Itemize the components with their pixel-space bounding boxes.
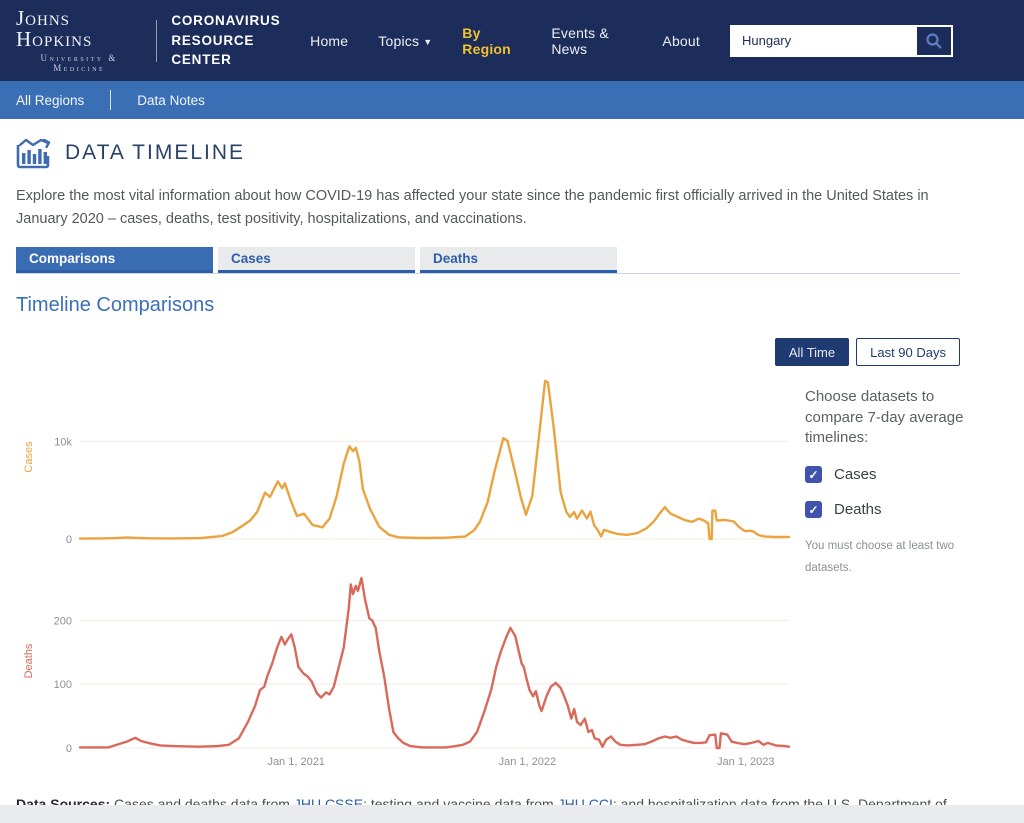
last-90-days-button[interactable]: Last 90 Days xyxy=(856,338,960,367)
nav-topics[interactable]: Topics ▼ xyxy=(378,32,433,49)
nav-home[interactable]: Home xyxy=(310,32,349,49)
search-box xyxy=(730,24,953,57)
page-title: DATA TIMELINE xyxy=(65,141,246,164)
search-icon xyxy=(926,32,942,49)
jhu-logo: Johns Hopkins University & Medicine xyxy=(16,6,142,74)
svg-text:0: 0 xyxy=(66,534,72,543)
deaths-checkbox-row[interactable]: ✓ Deaths xyxy=(805,501,975,519)
deaths-checkbox[interactable]: ✓ xyxy=(805,501,822,519)
cases-checkbox-row[interactable]: ✓ Cases xyxy=(805,466,975,484)
svg-text:100: 100 xyxy=(54,679,72,691)
charts-column: 0 10k Cases 0 100 200 Jan 1, 2021 Jan 1, 2022 J… xyxy=(16,335,805,769)
cases-checkbox[interactable]: ✓ xyxy=(805,466,822,484)
all-time-button[interactable]: All Time xyxy=(774,338,850,367)
search-button[interactable] xyxy=(917,26,951,55)
page-bottom-strip xyxy=(0,805,1024,823)
site-logo[interactable]: Johns Hopkins University & Medicine Coro… xyxy=(16,6,310,74)
tab-bar: Comparisons Cases Deaths xyxy=(16,247,960,275)
tab-comparisons[interactable]: Comparisons xyxy=(16,247,213,274)
subnav-all-regions[interactable]: All Regions xyxy=(16,92,85,108)
logo-divider xyxy=(156,19,158,62)
chart-section: All Time Last 90 Days 0 10k Cases 0 100 200 J… xyxy=(16,335,963,769)
subnav-data-notes[interactable]: Data Notes xyxy=(137,92,205,108)
tab-deaths[interactable]: Deaths xyxy=(420,247,617,274)
section-title: Timeline Comparisons xyxy=(16,294,215,317)
page-title-row: DATA TIMELINE xyxy=(16,137,960,169)
time-range-toggle: All Time Last 90 Days xyxy=(774,338,960,367)
region-subnav: All Regions Data Notes xyxy=(0,81,1024,119)
svg-text:Cases: Cases xyxy=(23,441,35,473)
jhu-logo-tagline: University & Medicine xyxy=(40,53,118,73)
dataset-note: You must choose at least two datasets. xyxy=(805,540,955,574)
jhu-logo-name: Johns Hopkins xyxy=(16,6,93,51)
subnav-divider xyxy=(110,90,112,110)
crc-logo-text: Coronavirus Resource Center xyxy=(171,13,281,68)
svg-text:Jan 1, 2021: Jan 1, 2021 xyxy=(267,756,325,768)
choose-datasets-label: Choose datasets to compare 7-day average… xyxy=(805,388,964,446)
site-header: Johns Hopkins University & Medicine Coro… xyxy=(0,0,1024,81)
main-content: DATA TIMELINE Explore the most vital inf… xyxy=(16,137,963,823)
caret-down-icon: ▼ xyxy=(423,36,433,47)
cases-line-chart: 0 10k Cases xyxy=(23,380,791,543)
svg-text:Jan 1, 2023: Jan 1, 2023 xyxy=(717,756,775,768)
nav-about[interactable]: About xyxy=(662,32,700,49)
data-timeline-icon xyxy=(16,138,51,169)
deaths-line-chart: 0 100 200 Jan 1, 2021 Jan 1, 2022 Jan 1, 2023… xyxy=(23,577,791,768)
svg-text:10k: 10k xyxy=(54,437,72,449)
nav-by-region[interactable]: By Region xyxy=(462,24,511,57)
main-nav: Home Topics ▼ By Region Events & News Abo… xyxy=(310,25,700,57)
svg-text:0: 0 xyxy=(66,743,72,755)
nav-events-news[interactable]: Events & News xyxy=(551,24,609,57)
svg-text:Jan 1, 2022: Jan 1, 2022 xyxy=(499,756,557,768)
dataset-panel: Choose datasets to compare 7-day average… xyxy=(805,335,975,769)
svg-text:Deaths: Deaths xyxy=(23,643,35,678)
svg-text:200: 200 xyxy=(54,616,72,628)
cases-checkbox-label: Cases xyxy=(834,466,877,484)
search-input[interactable] xyxy=(732,26,917,55)
deaths-checkbox-label: Deaths xyxy=(834,501,882,519)
tab-cases[interactable]: Cases xyxy=(218,247,415,274)
intro-text: Explore the most vital information about… xyxy=(16,188,929,228)
